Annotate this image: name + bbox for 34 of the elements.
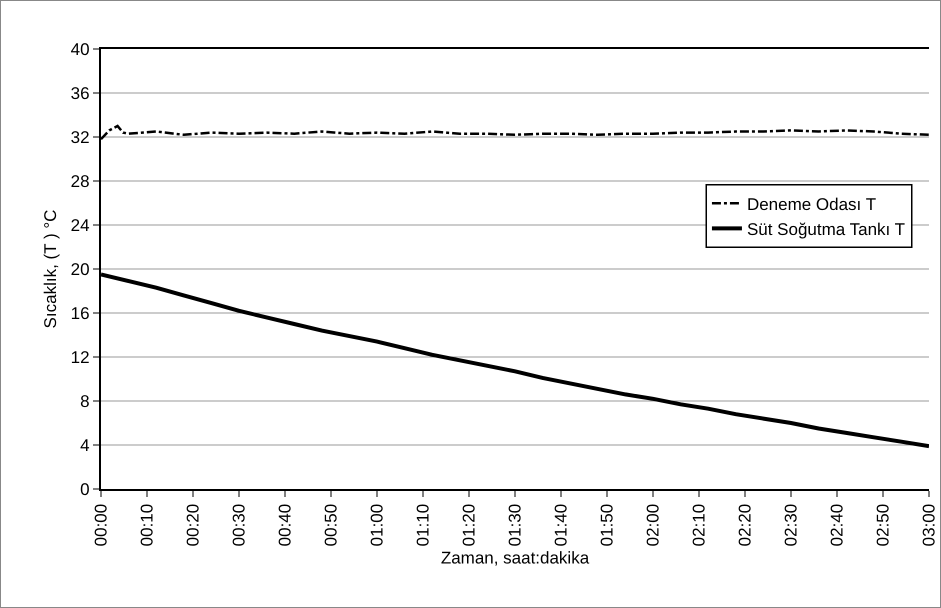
x-tick-label: 02:50 <box>874 504 893 546</box>
x-tick-label: 01:10 <box>414 504 433 546</box>
y-tick-label: 24 <box>70 216 90 235</box>
x-tick-label: 00:00 <box>92 504 111 546</box>
x-tick-label: 03:00 <box>920 504 939 546</box>
y-tick-label: 8 <box>80 392 90 411</box>
y-tick-label: 4 <box>80 436 90 455</box>
y-tick-label: 40 <box>70 40 90 59</box>
x-tick-label: 01:30 <box>506 504 525 546</box>
x-tick-label: 00:50 <box>322 504 341 546</box>
x-tick-label: 02:00 <box>644 504 663 546</box>
x-tick-label: 01:00 <box>368 504 387 546</box>
y-tick-label: 36 <box>70 84 90 103</box>
x-axis-title: Zaman, saat:dakika <box>440 548 590 568</box>
legend-label: Süt Soğutma Tankı T <box>746 220 906 239</box>
x-tick-label: 02:30 <box>782 504 801 546</box>
legend-label: Deneme Odası T <box>746 194 876 214</box>
x-tick-label: 02:20 <box>736 504 755 546</box>
x-tick-label: 01:50 <box>598 504 617 546</box>
x-tick-label: 01:20 <box>460 504 479 546</box>
y-axis-title: Sıcaklık, (T ) °C <box>41 210 60 328</box>
x-tick-label: 00:40 <box>276 504 295 546</box>
y-tick-label: 16 <box>70 304 90 323</box>
x-tick-label: 01:40 <box>552 504 571 546</box>
y-tick-label: 32 <box>70 128 90 147</box>
x-tick-label: 00:20 <box>184 504 203 546</box>
y-tick-label: 12 <box>70 348 90 367</box>
y-tick-label: 0 <box>80 480 90 499</box>
x-tick-label: 00:10 <box>138 504 157 546</box>
x-tick-label: 02:40 <box>828 504 847 546</box>
x-tick-label: 00:30 <box>230 504 249 546</box>
y-tick-label: 28 <box>70 172 90 191</box>
y-tick-label: 20 <box>70 260 90 279</box>
x-tick-label: 02:10 <box>690 504 709 546</box>
